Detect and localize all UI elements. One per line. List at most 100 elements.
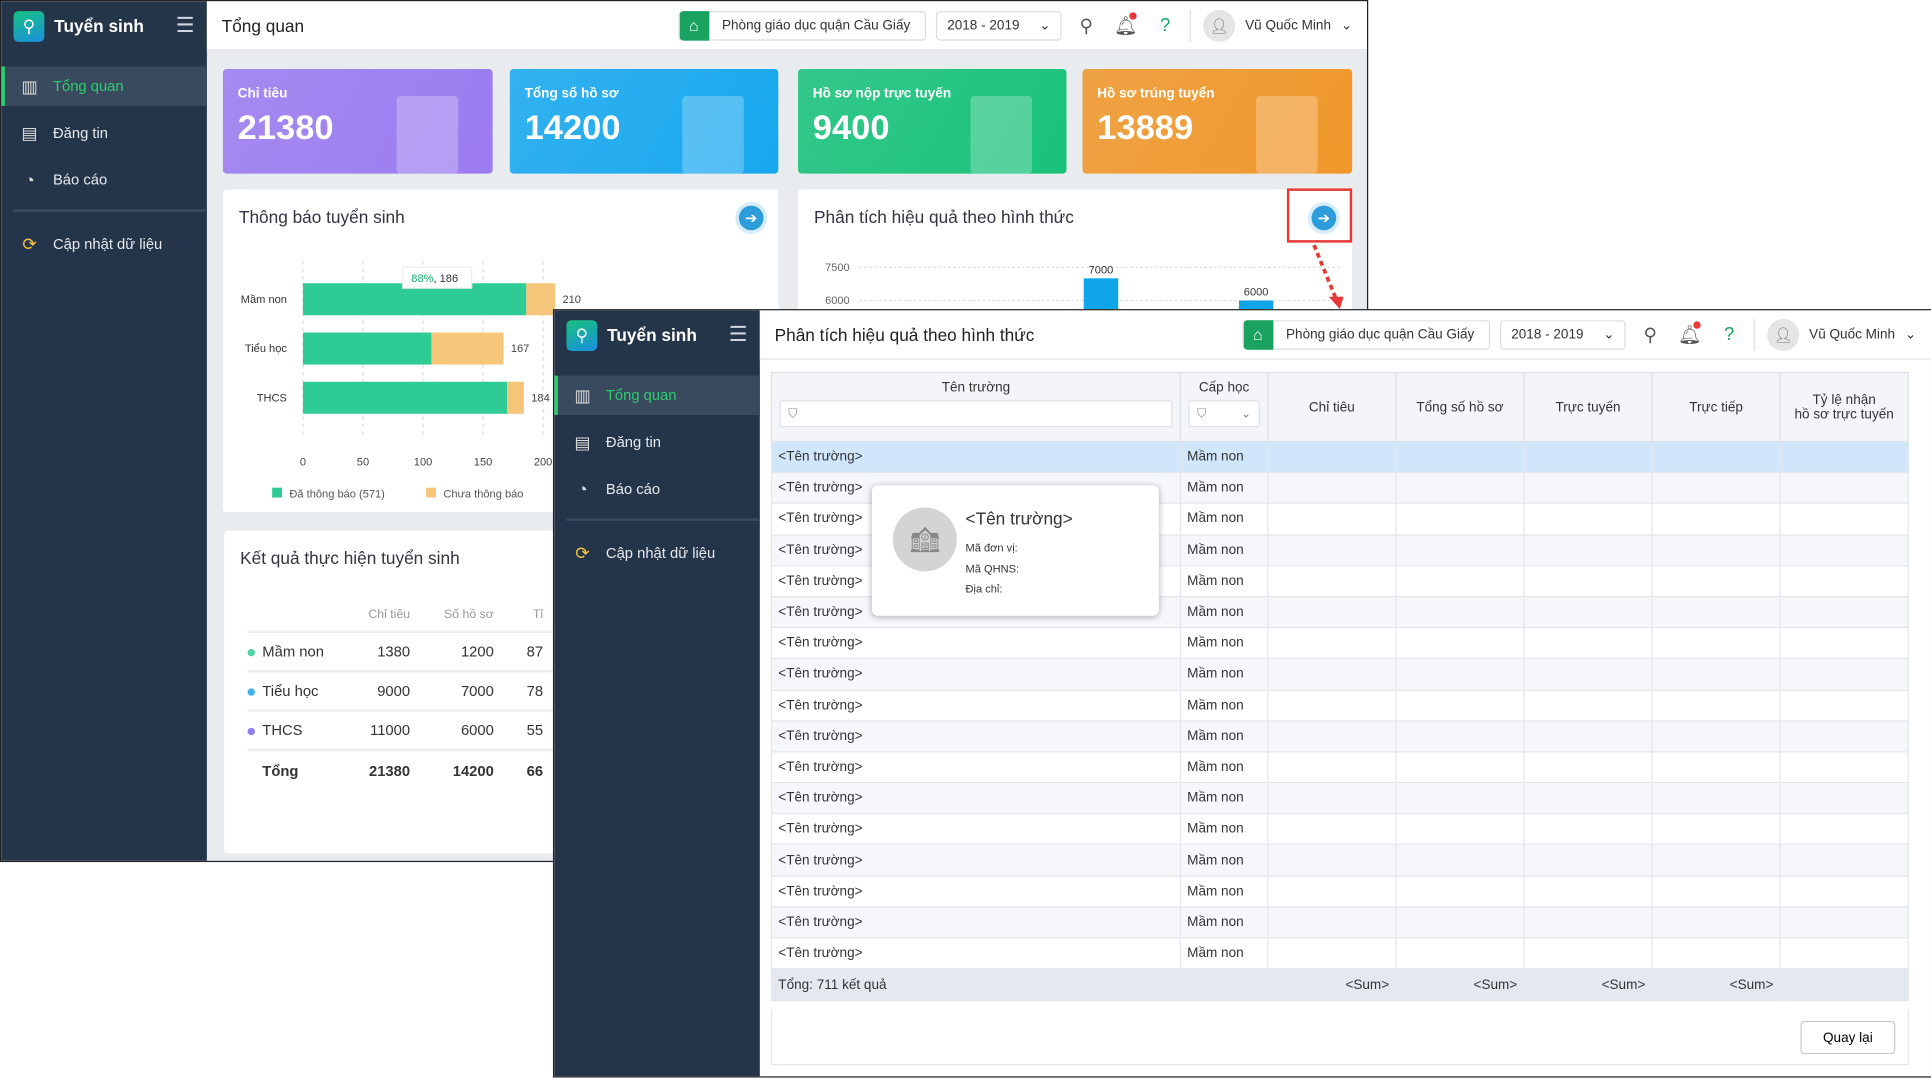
col-chi-tieu[interactable]: Chỉ tiêu	[1267, 371, 1397, 443]
help-icon[interactable]: ?	[1159, 14, 1171, 36]
cell	[1523, 471, 1653, 505]
year-select[interactable]: 2018 - 2019 ⌄	[1500, 319, 1626, 350]
y-tick-label: 7500	[825, 262, 850, 274]
legend-swatch	[272, 487, 283, 498]
arrow-right-icon[interactable]: ➔	[1311, 205, 1337, 231]
col-truc-tiep[interactable]: Trực tiếp	[1651, 371, 1781, 443]
org-select[interactable]: ⌂ Phòng giáo dục quận Cầu Giấy	[678, 10, 927, 41]
cell	[1523, 751, 1653, 784]
year-label: 2018 - 2019	[1511, 326, 1584, 342]
school-name-cell[interactable]: <Tên trường>	[770, 626, 1182, 660]
cell	[1779, 782, 1909, 815]
level-cell: Mầm non	[1179, 595, 1269, 629]
stat-card: Hồ sơ nộp trực tuyến 9400	[798, 68, 1067, 174]
year-label: 2018 - 2019	[947, 17, 1020, 33]
stat-card: Chỉ tiêu 21380	[222, 68, 493, 174]
logo-icon: ⚲	[13, 10, 45, 42]
cell	[1395, 502, 1525, 536]
table-row[interactable]: <Tên trường> Mầm non	[770, 440, 1909, 474]
cell	[1267, 844, 1397, 877]
table-row[interactable]: <Tên trường> Mầm non	[770, 906, 1909, 939]
app-logo: ⚲ Tuyển sinh ☰	[1, 1, 207, 50]
nav-dang-tin[interactable]: ▤ Đăng tin	[1, 113, 207, 152]
table-row[interactable]: <Tên trường> Mầm non	[770, 689, 1909, 722]
name-filter-input[interactable]: ⛉	[779, 400, 1173, 428]
school-name-cell[interactable]: <Tên trường>	[770, 658, 1182, 691]
table-row[interactable]: <Tên trường> Mầm non	[770, 751, 1909, 784]
org-label: Phòng giáo dục quận Cầu Giấy	[721, 17, 911, 33]
search-icon[interactable]: ⚲	[1079, 15, 1094, 37]
nav-tong-quan[interactable]: ▥ Tổng quan	[554, 375, 760, 416]
cell	[1651, 782, 1781, 815]
nav-bao-cao[interactable]: ◔ Báo cáo	[1, 160, 207, 199]
total-cell	[1779, 968, 1909, 1002]
school-name-cell[interactable]: <Tên trường>	[770, 782, 1182, 815]
col-header: Tỉ	[532, 607, 544, 622]
school-name-cell[interactable]: <Tên trường>	[770, 937, 1182, 970]
document-icon: ▤	[574, 431, 591, 452]
nav-label: Đăng tin	[52, 124, 109, 142]
table-row[interactable]: <Tên trường> Mầm non	[770, 782, 1909, 815]
nav-bao-cao[interactable]: ◔ Báo cáo	[554, 469, 760, 508]
school-name-cell[interactable]: <Tên trường>	[770, 813, 1182, 846]
table-row[interactable]: <Tên trường> Mầm non	[770, 875, 1909, 908]
cell	[1779, 658, 1909, 691]
total-cell	[1179, 968, 1269, 1002]
table-row[interactable]: <Tên trường> Mầm non	[770, 813, 1909, 846]
search-icon[interactable]: ⚲	[1643, 324, 1658, 346]
col-label: Cấp học	[1198, 380, 1250, 396]
tooltip-box	[402, 266, 473, 289]
org-select[interactable]: ⌂ Phòng giáo dục quận Cầu Giấy	[1242, 319, 1491, 350]
school-name-cell[interactable]: <Tên trường>	[770, 720, 1182, 753]
col-ty-le[interactable]: Tỷ lệ nhận hồ sơ trực tuyến	[1779, 371, 1909, 443]
table-row[interactable]: <Tên trường> Mầm non	[770, 626, 1909, 660]
school-name-cell[interactable]: <Tên trường>	[770, 875, 1182, 908]
cell: 66	[526, 762, 544, 780]
cell	[1395, 689, 1525, 722]
bell-icon[interactable]: 🔔︎	[1675, 320, 1705, 345]
school-name-cell[interactable]: <Tên trường>	[770, 440, 1182, 474]
sum-tong: <Sum>	[1395, 968, 1525, 1002]
table-row[interactable]: <Tên trường> Mầm non	[770, 502, 1909, 536]
cell	[1267, 626, 1397, 660]
bell-icon[interactable]: 🔔︎	[1111, 11, 1141, 36]
col-ten-truong[interactable]: Tên trường ⛉	[770, 371, 1182, 443]
level-filter-select[interactable]: ⛉ ⌄	[1188, 400, 1260, 428]
help-icon[interactable]: ?	[1723, 323, 1735, 345]
divider	[13, 209, 207, 212]
menu-icon[interactable]: ☰	[175, 13, 195, 37]
nav-cap-nhat[interactable]: ⟳ Cập nhật dữ liệu	[1, 224, 207, 263]
card-value: 9400	[812, 108, 890, 147]
row-label: Mầm non	[262, 642, 324, 661]
cell: 9000	[377, 682, 411, 700]
school-name-cell[interactable]: <Tên trường>	[770, 844, 1182, 877]
user-menu[interactable]: 👤︎ Vũ Quốc Minh ⌄	[1189, 9, 1352, 42]
col-truc-tuyen[interactable]: Trực tuyến	[1523, 371, 1653, 443]
table-row[interactable]: <Tên trường> Mầm non	[770, 937, 1909, 970]
user-menu[interactable]: 👤︎ Vũ Quốc Minh ⌄	[1753, 318, 1916, 351]
cell	[1779, 937, 1909, 970]
back-button[interactable]: Quay lại	[1800, 1020, 1896, 1055]
results-row: Mầm non 1380 1200 87	[247, 633, 691, 673]
nav-dang-tin[interactable]: ▤ Đăng tin	[554, 422, 760, 461]
school-name-cell[interactable]: <Tên trường>	[770, 751, 1182, 784]
col-cap-hoc[interactable]: Cấp học ⛉ ⌄	[1179, 371, 1269, 443]
sidebar: ⚲ Tuyển sinh ☰ ▥ Tổng quan ▤ Đăng tin ◔ Báo c…	[554, 310, 760, 1077]
panel-title: Thông báo tuyển sinh	[238, 206, 405, 227]
nav-tong-quan[interactable]: ▥ Tổng quan	[1, 66, 207, 106]
results-row: Tiểu học 9000 7000 78	[247, 672, 691, 712]
cell	[1267, 658, 1397, 691]
table-row[interactable]: <Tên trường> Mầm non	[770, 844, 1909, 877]
menu-icon[interactable]: ☰	[728, 322, 748, 347]
school-name-cell[interactable]: <Tên trường>	[770, 906, 1182, 939]
nav-cap-nhat[interactable]: ⟳ Cập nhật dữ liệu	[554, 533, 760, 572]
arrow-right-icon[interactable]: ➔	[738, 205, 764, 231]
table-row[interactable]: <Tên trường> Mầm non	[770, 658, 1909, 691]
year-select[interactable]: 2018 - 2019 ⌄	[936, 10, 1062, 41]
col-tong-so-ho-so[interactable]: Tổng số hồ sơ	[1395, 371, 1525, 443]
nav-label: Báo cáo	[605, 480, 661, 498]
table-row[interactable]: <Tên trường> Mầm non	[770, 720, 1909, 753]
cell	[1395, 471, 1525, 505]
chart-icon: ▥	[574, 384, 591, 405]
school-name-cell[interactable]: <Tên trường>	[770, 689, 1182, 722]
